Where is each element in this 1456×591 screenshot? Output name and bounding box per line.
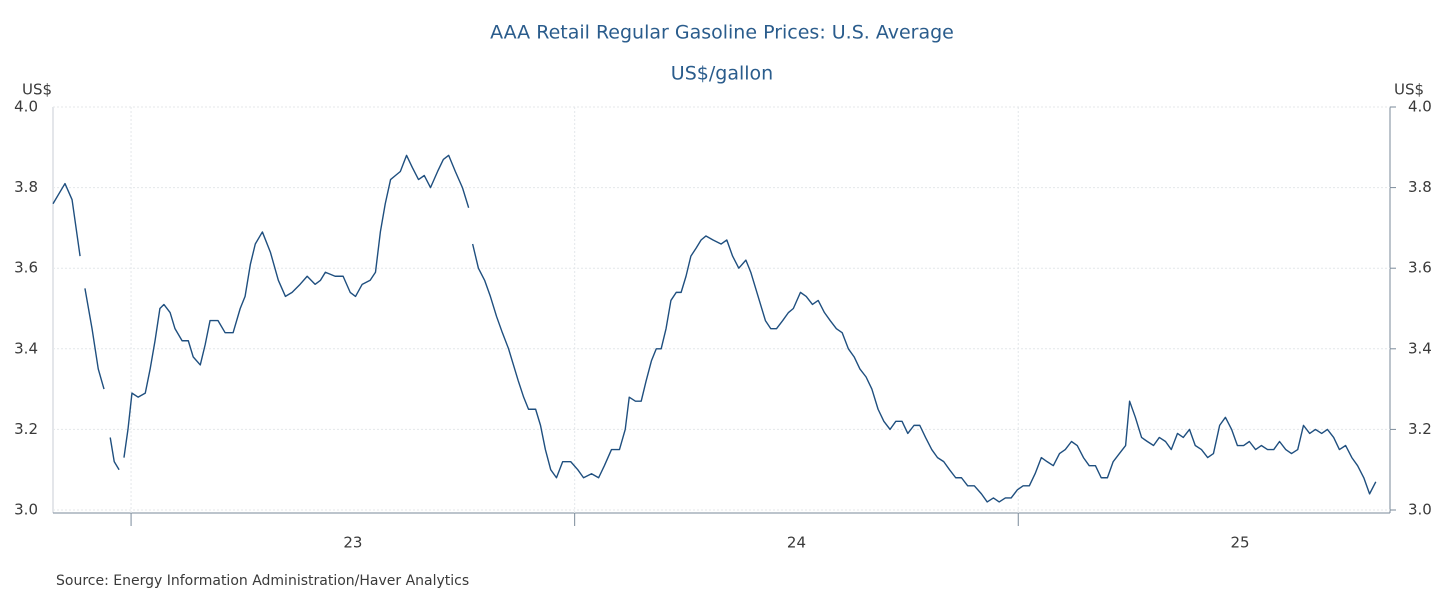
x-tick-label: 24 <box>787 534 806 552</box>
y2-tick-label: 3.4 <box>1408 339 1432 357</box>
y2-tick-label: 3.6 <box>1408 259 1432 277</box>
y-tick-label: 4.0 <box>14 98 38 116</box>
y2-tick-label: 4.0 <box>1408 98 1432 116</box>
y-tick-label: 3.6 <box>14 259 38 277</box>
y-tick-label: 3.4 <box>14 339 38 357</box>
source-note: Source: Energy Information Administratio… <box>56 573 469 589</box>
chart-subtitle: US$/gallon <box>671 63 773 85</box>
x-tick-label: 23 <box>343 534 362 552</box>
y2-tick-label: 3.2 <box>1408 420 1432 438</box>
price-line <box>52 154 1377 503</box>
x-tick-label: 25 <box>1231 534 1250 552</box>
y-axis-label: US$ <box>22 81 52 99</box>
y2-tick-label: 3.8 <box>1408 178 1432 196</box>
y2-tick-label: 3.0 <box>1408 501 1432 519</box>
y-tick-label: 3.8 <box>14 178 38 196</box>
y-tick-label: 3.0 <box>14 501 38 519</box>
chart-title: AAA Retail Regular Gasoline Prices: U.S.… <box>490 22 954 44</box>
y2-axis-label: US$ <box>1394 81 1424 99</box>
y-tick-label: 3.2 <box>14 420 38 438</box>
